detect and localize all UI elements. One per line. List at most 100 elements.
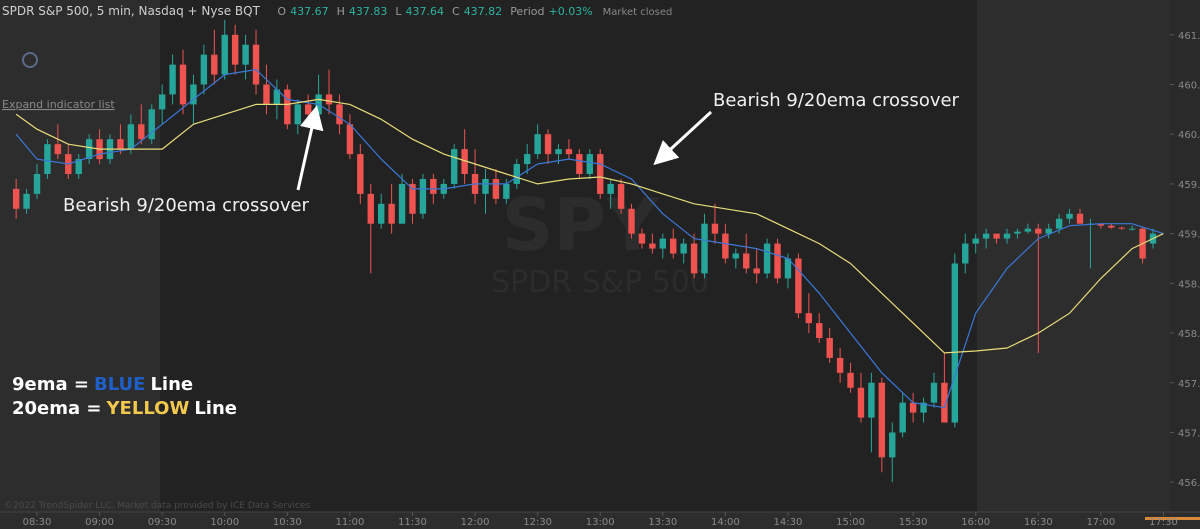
y-tick-label: 458.50: [1178, 279, 1200, 290]
candle-body: [273, 89, 281, 105]
note-part: BLUE: [94, 374, 145, 395]
price-axis: [1170, 0, 1200, 512]
candle: [242, 34, 249, 80]
candle: [33, 164, 41, 199]
candle-body: [75, 159, 82, 174]
candle: [868, 372, 875, 453]
candle: [628, 203, 635, 239]
candle: [336, 94, 343, 135]
candle: [1045, 223, 1052, 239]
candle: [513, 159, 520, 189]
candle: [357, 144, 364, 204]
candle: [503, 178, 510, 204]
candle-body: [33, 173, 41, 194]
expand-indicators[interactable]: Expand indicator list: [2, 98, 115, 111]
candle-body: [221, 34, 228, 75]
candle-body: [805, 313, 813, 324]
candle-body: [398, 183, 406, 224]
candle: [524, 144, 531, 174]
candle-body: [617, 183, 625, 209]
candle-body: [1014, 231, 1021, 234]
header: SPDR S&P 500, 5 min, Nasdaq + Nyse BQT O…: [2, 4, 672, 18]
x-tick-label: 17:00: [1086, 517, 1115, 528]
candle: [701, 213, 708, 279]
ema-line: [15, 68, 1164, 409]
candle-body: [816, 323, 823, 339]
candle: [565, 139, 573, 160]
y-tick-label: 457.50: [1178, 379, 1200, 390]
candle: [576, 149, 583, 179]
candle-body: [1003, 233, 1011, 239]
candle-body: [44, 144, 51, 174]
candle: [367, 183, 374, 274]
candle-body: [451, 149, 458, 184]
candle: [972, 233, 979, 254]
candle-body: [1118, 227, 1125, 229]
period-label: Period: [510, 5, 544, 18]
candle-body: [190, 84, 197, 105]
candle: [377, 193, 385, 229]
x-tick-label: 14:00: [711, 517, 740, 528]
field-label: O: [277, 5, 286, 18]
y-tick-label: 458.00: [1178, 329, 1200, 340]
candle: [659, 233, 666, 259]
plot: [12, 19, 1164, 483]
x-tick-label: 10:30: [273, 517, 302, 528]
y-tick-label: 460.50: [1178, 81, 1200, 92]
candle: [1003, 228, 1011, 244]
candle: [1024, 223, 1032, 234]
field-value: 437.67: [290, 5, 329, 18]
candle: [1097, 223, 1105, 229]
status: Market closed: [603, 7, 673, 18]
candle: [826, 328, 833, 363]
candle-body: [367, 193, 374, 224]
candle-body: [524, 154, 531, 165]
candle-body: [284, 89, 291, 125]
candle-body: [909, 402, 917, 413]
candle: [617, 178, 625, 214]
indicator-icon[interactable]: [22, 52, 38, 68]
candle-body: [982, 233, 990, 239]
candle: [889, 422, 896, 483]
candle: [273, 79, 281, 120]
candle-body: [555, 149, 562, 155]
candle-body: [409, 183, 416, 214]
candle-body: [211, 54, 218, 75]
candle: [795, 253, 802, 319]
candle: [482, 169, 489, 214]
candle: [23, 188, 30, 214]
candle: [179, 49, 187, 115]
candle: [774, 238, 781, 284]
candle-body: [138, 124, 145, 140]
field-value: 437.83: [349, 5, 388, 18]
field-value: 437.82: [464, 5, 503, 18]
candle-body: [503, 183, 510, 199]
legend-note: 20ema = YELLOW Line: [12, 398, 237, 419]
candle: [211, 29, 218, 85]
x-tick-label: 16:00: [961, 517, 990, 528]
candle-body: [179, 64, 187, 105]
candle-body: [127, 124, 135, 150]
candle-body: [336, 104, 343, 125]
candle-body: [701, 223, 708, 274]
candle: [982, 228, 990, 249]
candle: [451, 144, 458, 189]
field-label: C: [452, 5, 460, 18]
candle: [263, 64, 270, 115]
copyright: ©2022 TrendSpider LLC. Market data provi…: [4, 501, 310, 511]
candle: [1118, 226, 1125, 230]
candle-body: [722, 233, 729, 259]
candle-body: [357, 154, 364, 194]
candle: [544, 129, 552, 165]
candle-body: [889, 432, 896, 458]
y-tick-label: 457.00: [1178, 428, 1200, 439]
candle: [763, 238, 771, 279]
candle-body: [774, 243, 781, 279]
candle: [44, 139, 51, 179]
candle-body: [659, 238, 666, 249]
y-tick-label: 456.50: [1178, 478, 1200, 489]
watermark-symbol: SPY: [502, 183, 660, 267]
candle: [1066, 208, 1073, 224]
candle: [816, 313, 823, 344]
candle: [294, 99, 301, 135]
